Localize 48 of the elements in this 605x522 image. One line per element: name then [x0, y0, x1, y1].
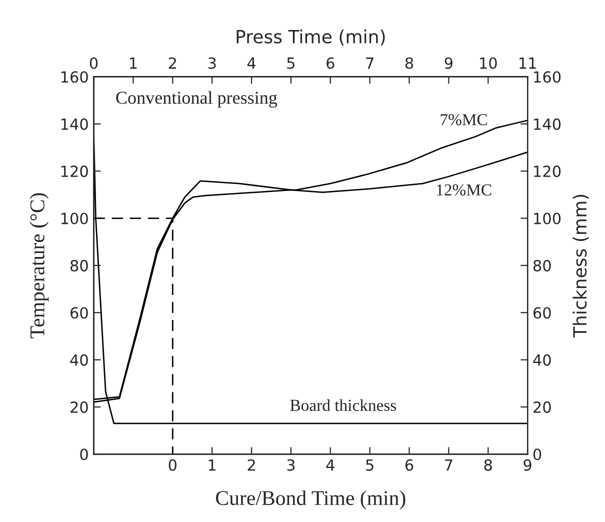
y-tick-label: 100: [61, 212, 88, 224]
y-tick-label: 0: [80, 448, 88, 460]
y2-tick-label: 0: [533, 448, 542, 460]
x2-tick-label: 6: [326, 57, 334, 69]
y2-tick-label: 140: [534, 118, 561, 130]
x-tick-label: 7: [445, 459, 452, 471]
x-tick-label: 6: [405, 459, 414, 471]
y-tick-label: 40: [70, 354, 88, 366]
y2-tick-label: 60: [533, 307, 551, 319]
x2-tick-label: 7: [366, 58, 374, 69]
x2-tick-label: 9: [444, 57, 452, 69]
x-axis-title: Cure/Bond Time (min): [216, 490, 406, 510]
x2-tick-label: 11: [520, 58, 536, 69]
x2-tick-label: 4: [247, 58, 256, 69]
y2-tick-label: 40: [533, 354, 551, 366]
x2-tick-label: 5: [287, 58, 294, 69]
y-axis-title: Temperature (°C): [30, 193, 49, 338]
x2-tick-label: 2: [168, 57, 176, 69]
y2-tick-label: 160: [534, 71, 561, 83]
y-tick-label: 140: [61, 118, 88, 130]
x2-axis-title: Press Time (min): [236, 29, 385, 46]
y-tick-label: 20: [70, 401, 88, 413]
y2-tick-label: 100: [534, 212, 561, 224]
x-tick-label: 4: [326, 459, 334, 471]
y-tick-label: 80: [70, 260, 88, 272]
x-tick-label: 9: [524, 459, 532, 471]
x-tick-label: 3: [287, 459, 295, 471]
y2-axis-title: Thickness (mm): [572, 194, 589, 338]
x2-tick-label: 0: [90, 57, 98, 69]
series-label: 7%MC: [440, 114, 487, 126]
x2-tick-label: 10: [480, 57, 497, 69]
y-tick-label: 120: [61, 166, 88, 178]
series-label: 12%MC: [437, 184, 492, 196]
x-tick-label: 5: [366, 459, 374, 471]
x-tick-label: 8: [484, 459, 492, 471]
y2-tick-label: 20: [534, 401, 551, 413]
y-tick-label: 60: [70, 307, 88, 319]
x2-tick-label: 1: [130, 58, 137, 69]
x-tick-label: 1: [208, 459, 216, 471]
y2-tick-label: 120: [534, 166, 561, 178]
series-label: Board thickness: [290, 399, 396, 411]
y2-tick-label: 80: [533, 260, 551, 272]
x2-tick-label: 8: [405, 57, 414, 69]
x2-tick-label: 3: [208, 57, 216, 69]
x-tick-label: 0: [168, 459, 176, 471]
annotation: Conventional pressing: [116, 91, 278, 108]
x-tick-label: 2: [248, 459, 255, 471]
y-tick-label: 160: [61, 71, 88, 83]
